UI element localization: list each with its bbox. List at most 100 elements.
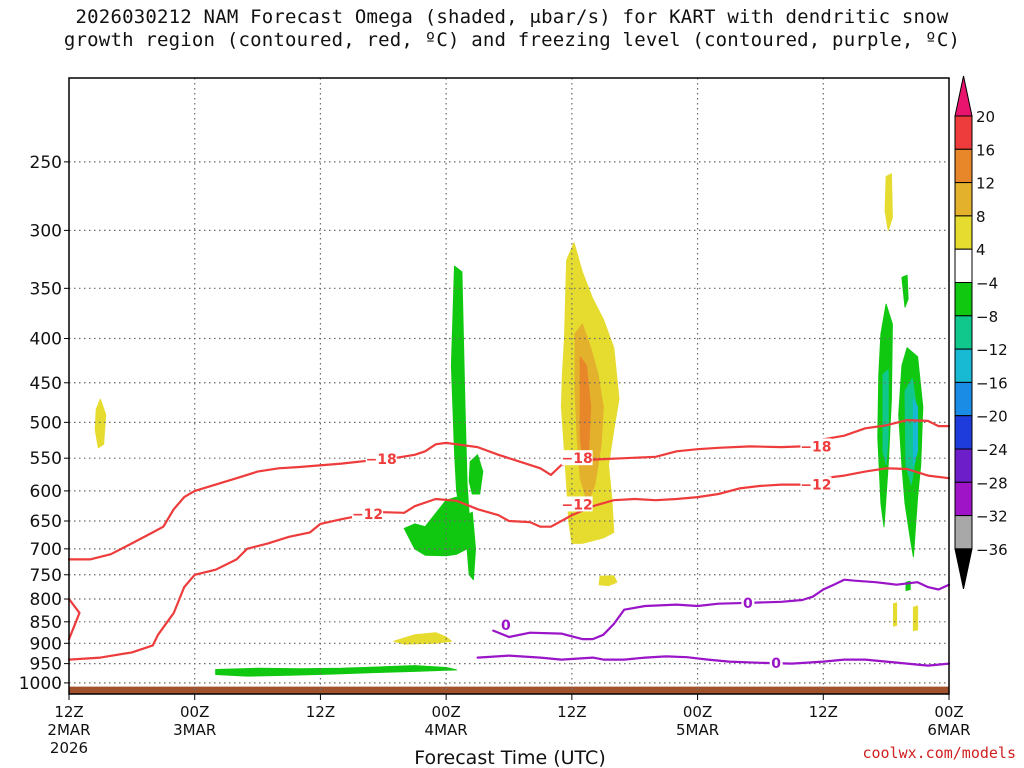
colorbar-label: 8 [976,208,986,226]
contour-label-bg [800,438,832,454]
colorbar-label: −32 [976,508,1008,526]
colorbar-swatch [954,415,973,450]
contour-label: 0 [743,596,753,612]
colorbar-label: −4 [976,275,998,293]
colorbar-label: 4 [976,241,986,259]
plot-frame [68,77,950,695]
y-tick-label: 500 [30,413,62,433]
y-tick-label: 750 [30,566,62,586]
colorbar-swatch [954,148,973,184]
colorbar-swatch [954,215,973,250]
contour-label-bg [561,496,593,512]
x-tick-label: 5MAR [676,721,719,739]
x-tick-label: 00Z [934,703,963,721]
contour-label: −12 [561,497,592,513]
chart-title: 2026030212 NAM Forecast Omega (shaded, μ… [0,6,1024,52]
colorbar-swatch [954,282,973,317]
y-tick-label: 600 [30,482,62,502]
colorbar-swatch [954,515,973,550]
omega-region-6 [466,511,476,581]
omega-region-0 [94,398,107,449]
contour-line-4 [476,654,951,667]
colorbar-swatch [954,315,973,350]
y-axis: 2503003504004505005506006507007508008509… [19,153,69,694]
colorbar-top-arrow [954,75,973,117]
colorbar-label: −12 [976,341,1008,359]
colorbar-label: −36 [976,541,1008,559]
y-tick-label: 900 [30,634,62,654]
contour-label-bg [741,595,755,611]
omega-region-1 [215,665,458,677]
contour-label: −12 [800,478,831,494]
y-tick-label: 550 [30,449,62,469]
y-tick-label: 1000 [19,674,62,694]
colorbar-swatch [954,248,973,283]
y-tick-label: 850 [30,613,62,633]
contour-label: −18 [800,439,831,455]
colorbar-label: −24 [976,441,1008,459]
plot-border [68,77,950,695]
x-axis-label: Forecast Time (UTC) [414,747,605,768]
omega-region-5 [468,454,484,495]
title-line-1: 2026030212 NAM Forecast Omega (shaded, μ… [75,6,949,28]
omega-region-17 [912,398,919,466]
colorbar-label: −16 [976,374,1008,392]
x-tick-label: 6MAR [927,721,970,739]
omega-region-12 [901,274,909,308]
contour-label-bg [352,505,384,521]
contour-label-bg [561,450,593,466]
contour-label-bg [365,450,397,466]
colorbar-swatch [954,481,973,517]
colorbar-label: −20 [976,408,1008,426]
omega-region-2 [393,632,452,645]
y-tick-label: 350 [30,279,62,299]
colorbar-swatch [954,448,973,483]
x-tick-label: 00Z [431,703,460,721]
y-tick-label: 800 [30,590,62,610]
ground-fill [69,686,949,694]
y-tick-label: 700 [30,540,62,560]
x-tick-label: 12Z [306,703,335,721]
colorbar-label: −28 [976,474,1008,492]
x-tick-label: 2MAR [47,721,90,739]
omega-region-10 [598,575,618,587]
contour-label-bg [499,616,513,632]
omega-region-19 [912,605,919,632]
x-tick-label: 00Z [683,703,712,721]
x-tick-label: 2026 [50,739,88,757]
omega-shading [94,173,924,677]
y-tick-label: 300 [30,221,62,241]
colorbar-swatch [954,182,973,217]
colorbar-label: −8 [976,308,998,326]
x-tick-label: 12Z [54,703,83,721]
contour-line-2 [67,597,81,641]
x-tick-label: 4MAR [425,721,468,739]
colorbar-label: 16 [976,141,995,159]
contour-line-1 [67,467,951,661]
contour-label: 0 [771,656,781,672]
site-credit: coolwx.com/models [862,744,1016,762]
contour-label-bg [800,476,832,492]
colorbar-label: 12 [976,175,995,193]
contour-label: −18 [561,451,592,467]
omega-region-14 [882,369,889,466]
x-tick-label: 12Z [809,703,838,721]
x-tick-label: 3MAR [173,721,216,739]
colorbar-bottom-arrow [954,548,973,590]
contour-label-bg [769,654,783,670]
y-tick-label: 250 [30,153,62,173]
x-tick-label: 12Z [557,703,586,721]
title-line-2: growth region (contoured, red, ºC) and f… [63,29,961,51]
colorbar-swatch [954,115,973,150]
colorbar: 20 16 12 8 4 −4 −8 −12 −16 −20 −24 −28 −32 −36 [954,75,1008,590]
contour-lines: −18 −18 −18 −12 −12 −12 0 0 0 [67,419,951,672]
contour-label: −12 [352,507,383,523]
y-tick-label: 650 [30,512,62,532]
colorbar-swatch [954,381,973,417]
omega-region-4 [450,265,470,522]
y-tick-label: 950 [30,655,62,675]
contour-label: 0 [501,618,511,634]
plot-area [69,78,949,694]
